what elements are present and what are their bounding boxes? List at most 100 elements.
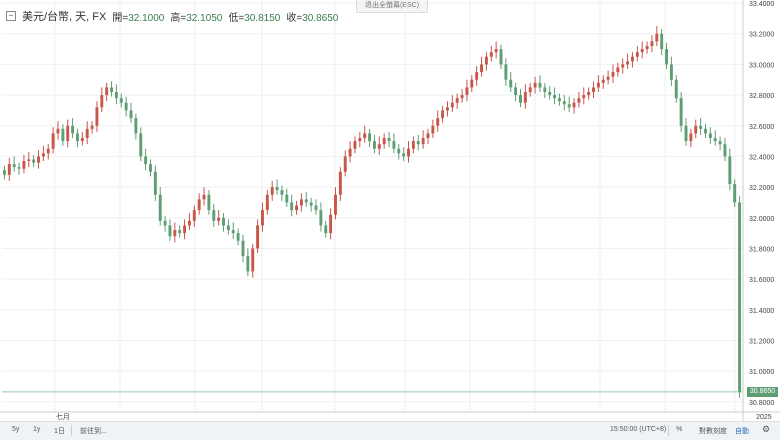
candle-body bbox=[265, 194, 269, 211]
candle-body bbox=[85, 128, 89, 139]
candle-body bbox=[251, 248, 255, 272]
candle-body bbox=[76, 133, 79, 142]
candle-body bbox=[733, 184, 737, 203]
candle-body bbox=[655, 33, 659, 42]
candle-body bbox=[222, 217, 225, 226]
candle-body bbox=[475, 72, 479, 80]
candle-body bbox=[645, 46, 649, 50]
candle-body bbox=[684, 125, 688, 142]
candle-body bbox=[295, 205, 298, 211]
candle-body bbox=[426, 133, 430, 139]
candle-body bbox=[129, 110, 133, 119]
candle-body bbox=[90, 125, 94, 129]
candle-body bbox=[548, 92, 552, 96]
candle-body bbox=[256, 225, 260, 249]
exit-fullscreen-hint[interactable]: 退出全螢幕(ESC) bbox=[356, 0, 428, 13]
candle-body bbox=[689, 133, 693, 142]
candle-body bbox=[17, 167, 21, 169]
candle-body bbox=[329, 214, 333, 234]
candle-body bbox=[674, 79, 678, 99]
high-value: 32.1050 bbox=[186, 12, 223, 24]
candle-body bbox=[596, 82, 600, 88]
percent-toggle[interactable]: % bbox=[676, 426, 683, 433]
y-tick-label: 31.2000 bbox=[749, 338, 774, 345]
candle-body bbox=[124, 102, 128, 111]
auto-scale-toggle[interactable]: 自動 bbox=[735, 428, 749, 435]
y-tick-label: 32.2000 bbox=[749, 185, 774, 192]
candle-body bbox=[144, 156, 148, 165]
range-1y-button[interactable]: 1y bbox=[33, 426, 41, 433]
candle-body bbox=[704, 128, 707, 134]
candle-body bbox=[178, 230, 182, 234]
candle-body bbox=[56, 128, 60, 134]
settings-gear-icon[interactable]: ⚙ bbox=[762, 424, 771, 434]
chart-area[interactable]: 30.8000 31.0000 31.2000 31.4000 31.6000 31.80… bbox=[0, 0, 780, 421]
goto-date-button[interactable]: 前往到... bbox=[80, 428, 107, 435]
candle-body bbox=[153, 171, 157, 195]
candle-body bbox=[158, 194, 162, 221]
candle-body bbox=[212, 210, 216, 221]
range-1d-button[interactable]: 1日 bbox=[54, 428, 65, 435]
candle-body bbox=[465, 87, 469, 96]
candle-body bbox=[149, 164, 152, 172]
candle-body bbox=[285, 194, 289, 203]
candle-body bbox=[572, 102, 576, 108]
open-label: 開= bbox=[112, 12, 129, 24]
y-tick-label: 30.8000 bbox=[749, 400, 774, 407]
symbol-label[interactable]: 美元/台幣, 天, FX bbox=[22, 11, 107, 23]
candle-body bbox=[192, 210, 196, 221]
candle-body bbox=[105, 87, 109, 96]
candle-body bbox=[309, 202, 313, 206]
candle-body bbox=[110, 87, 113, 93]
candle-body bbox=[640, 49, 644, 53]
candle-body bbox=[718, 141, 722, 145]
candle-body bbox=[299, 199, 303, 206]
candle-body bbox=[431, 125, 435, 134]
price-chart[interactable]: 30.8000 31.0000 31.2000 31.4000 31.6000 31.80… bbox=[0, 0, 780, 421]
candle-body bbox=[353, 141, 357, 149]
candle-body bbox=[587, 92, 591, 96]
candle-body bbox=[494, 49, 498, 53]
candle-body bbox=[387, 138, 391, 142]
candle-body bbox=[441, 110, 445, 119]
candle-body bbox=[460, 95, 464, 99]
candle-body bbox=[280, 190, 284, 195]
candle-body bbox=[139, 133, 143, 157]
clock-display[interactable]: 15:50:00 (UTC+8) bbox=[610, 426, 667, 433]
range-5y-button[interactable]: 5y bbox=[12, 426, 20, 433]
candle-body bbox=[699, 125, 703, 129]
candle-body bbox=[446, 107, 449, 111]
candle-body bbox=[480, 64, 483, 73]
log-scale-toggle[interactable]: 對數刻度 bbox=[699, 428, 727, 435]
candle-body bbox=[397, 148, 401, 154]
candle-body bbox=[679, 98, 683, 126]
y-tick-label: 31.6000 bbox=[749, 277, 774, 284]
candle-body bbox=[669, 64, 673, 80]
candle-body bbox=[168, 225, 172, 237]
candle-body bbox=[470, 79, 474, 88]
candle-body bbox=[601, 79, 605, 83]
candle-body bbox=[694, 125, 698, 134]
candle-body bbox=[421, 138, 425, 145]
y-tick-label: 33.2000 bbox=[749, 32, 774, 39]
candle-body bbox=[538, 82, 542, 88]
candle-body bbox=[163, 220, 167, 226]
y-tick-label: 33.0000 bbox=[749, 62, 774, 69]
candle-body bbox=[616, 67, 620, 73]
candle-body bbox=[61, 128, 65, 142]
candle-body bbox=[582, 95, 586, 99]
candle-body bbox=[436, 118, 440, 126]
collapse-legend-icon[interactable]: − bbox=[6, 11, 16, 21]
candle-body bbox=[416, 141, 420, 145]
close-value: 30.8650 bbox=[302, 12, 339, 24]
candle-body bbox=[519, 95, 522, 103]
candle-body bbox=[543, 87, 547, 93]
candle-body bbox=[567, 104, 571, 108]
candle-body bbox=[650, 41, 654, 47]
y-tick-label: 33.4000 bbox=[749, 1, 774, 8]
candle-body bbox=[363, 133, 367, 139]
candle-body bbox=[713, 138, 717, 142]
candle-body bbox=[509, 79, 513, 88]
candle-body bbox=[207, 194, 211, 211]
y-tick-label: 31.4000 bbox=[749, 308, 774, 315]
